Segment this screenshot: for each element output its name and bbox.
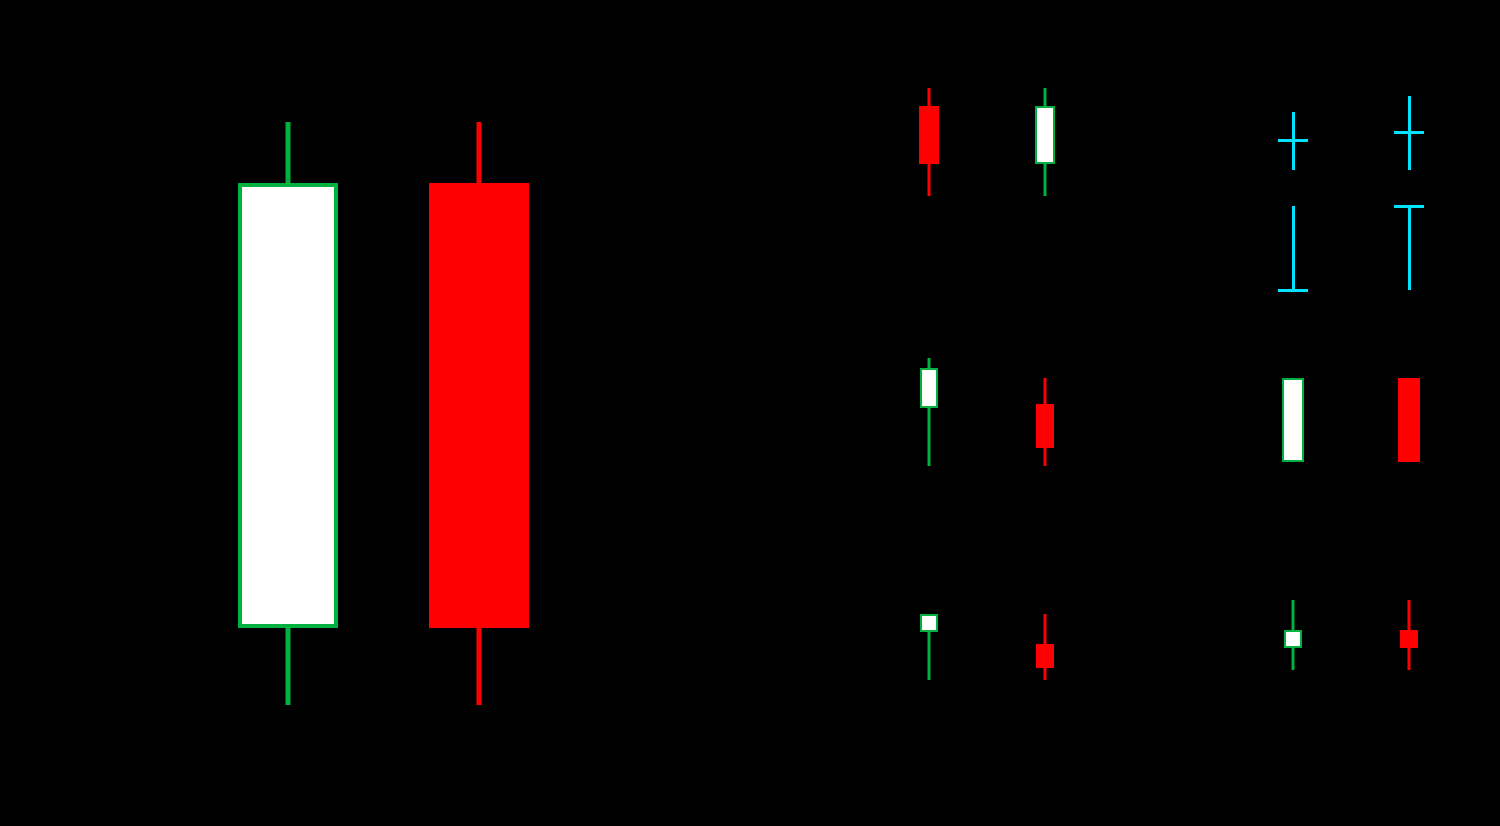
candle-big-bull: [238, 0, 338, 826]
candle-r3-bull-hang: [920, 0, 938, 826]
candle-body: [1284, 630, 1302, 648]
candle-body: [1036, 644, 1054, 668]
doji-doji-4-dragon-horizontal: [1394, 205, 1424, 208]
doji-doji-3-grave-vertical: [1292, 206, 1295, 290]
doji-doji-2-horizontal: [1394, 131, 1424, 134]
doji-doji-1-horizontal: [1278, 139, 1308, 142]
candle-body: [429, 183, 529, 628]
candle-body: [1400, 630, 1418, 648]
candle-big-bear: [429, 0, 529, 826]
doji-doji-4-dragon-vertical: [1408, 206, 1411, 290]
candle-r3-bear-hang: [1036, 0, 1054, 826]
candlestick-diagram: [0, 0, 1500, 826]
doji-doji-3-grave-horizontal: [1278, 289, 1308, 292]
candle-body: [238, 183, 338, 628]
candle-body: [920, 614, 938, 632]
